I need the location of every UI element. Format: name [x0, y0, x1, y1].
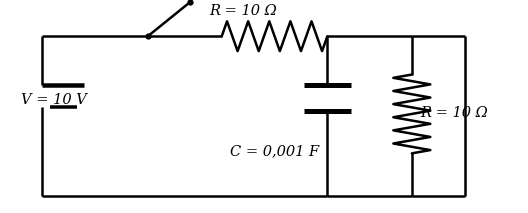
Text: R = 10 Ω: R = 10 Ω [420, 106, 488, 120]
Text: V = 10 V: V = 10 V [21, 93, 87, 107]
Text: R = 10 Ω: R = 10 Ω [209, 4, 277, 18]
Text: C = 0,001 F: C = 0,001 F [230, 144, 319, 158]
